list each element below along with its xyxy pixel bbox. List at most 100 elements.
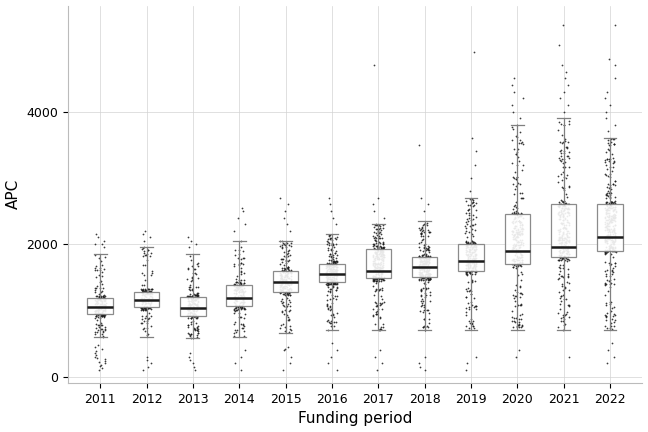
Point — [277, 280, 287, 287]
Point — [604, 234, 614, 241]
Point — [463, 303, 474, 310]
Point — [185, 300, 195, 307]
Point — [515, 293, 525, 300]
Point — [323, 260, 333, 267]
Point — [236, 353, 246, 360]
Point — [98, 333, 108, 340]
Point — [373, 194, 383, 201]
Point — [237, 302, 247, 309]
Point — [378, 252, 388, 259]
Point — [564, 184, 574, 191]
Point — [373, 286, 383, 292]
Point — [145, 289, 155, 296]
Point — [143, 298, 153, 305]
Point — [370, 248, 380, 255]
Point — [564, 238, 574, 245]
Point — [557, 283, 568, 290]
Point — [325, 323, 336, 330]
Point — [607, 270, 618, 277]
Point — [608, 199, 618, 206]
Point — [141, 296, 151, 303]
Point — [557, 272, 567, 279]
Point — [467, 256, 477, 263]
Point — [378, 241, 388, 248]
Point — [467, 246, 478, 253]
Point — [562, 237, 572, 244]
Point — [183, 321, 193, 328]
Point — [610, 247, 620, 254]
Point — [239, 255, 249, 262]
Point — [559, 206, 569, 213]
Point — [234, 310, 244, 317]
Point — [608, 140, 619, 147]
Point — [284, 288, 294, 295]
Point — [508, 233, 518, 240]
Point — [559, 203, 569, 210]
Point — [328, 311, 338, 318]
Point — [610, 208, 621, 215]
Point — [187, 305, 197, 312]
Point — [515, 250, 526, 257]
Point — [557, 212, 568, 219]
Point — [605, 135, 616, 142]
Point — [95, 314, 106, 321]
Point — [331, 241, 341, 248]
Point — [378, 274, 389, 281]
Point — [234, 289, 244, 295]
Point — [325, 272, 336, 279]
Point — [188, 295, 198, 302]
Point — [285, 323, 295, 330]
Point — [91, 300, 101, 307]
Point — [556, 314, 566, 321]
Point — [516, 210, 527, 217]
Point — [416, 230, 426, 237]
Point — [417, 258, 427, 265]
Point — [97, 345, 108, 352]
Point — [462, 241, 472, 248]
Point — [559, 230, 569, 237]
Point — [557, 204, 568, 211]
Point — [610, 260, 620, 267]
Point — [511, 262, 522, 269]
Point — [369, 264, 380, 271]
Point — [327, 267, 338, 274]
Point — [187, 313, 198, 320]
Point — [422, 246, 433, 253]
Point — [608, 304, 619, 311]
Point — [470, 226, 480, 233]
Point — [419, 251, 430, 258]
Point — [325, 207, 336, 214]
Point — [417, 270, 427, 277]
Point — [509, 242, 520, 249]
Point — [599, 281, 610, 288]
Point — [609, 226, 619, 232]
Point — [417, 252, 427, 259]
Point — [191, 292, 202, 299]
Point — [323, 283, 333, 290]
Point — [599, 247, 610, 254]
Point — [554, 208, 564, 215]
Point — [461, 259, 472, 266]
Point — [186, 314, 196, 321]
Point — [516, 167, 527, 174]
Point — [234, 284, 244, 291]
Point — [184, 306, 194, 313]
Point — [604, 232, 614, 239]
Point — [463, 217, 474, 224]
Point — [278, 276, 288, 283]
Point — [234, 276, 244, 283]
Point — [327, 267, 337, 273]
Point — [603, 181, 614, 187]
Point — [327, 259, 337, 266]
Point — [601, 250, 612, 257]
Point — [284, 227, 295, 234]
Point — [603, 137, 613, 143]
Point — [557, 177, 567, 184]
Point — [95, 300, 106, 307]
Point — [418, 232, 428, 239]
Point — [328, 241, 338, 248]
Point — [608, 214, 619, 221]
Point — [188, 297, 198, 304]
Point — [137, 287, 148, 294]
Point — [508, 216, 518, 223]
